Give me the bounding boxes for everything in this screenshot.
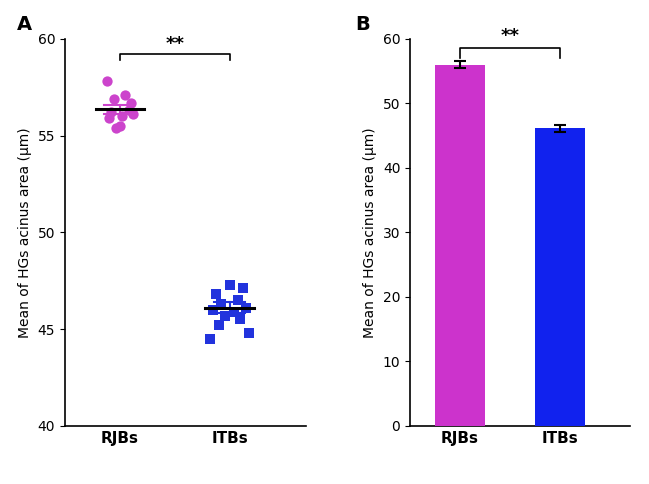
Text: **: ** bbox=[165, 35, 184, 53]
Point bbox=[128, 110, 138, 118]
Point bbox=[208, 306, 218, 314]
Text: B: B bbox=[355, 15, 370, 34]
Point bbox=[236, 316, 246, 323]
Point bbox=[215, 300, 226, 308]
Point bbox=[220, 312, 230, 319]
Text: A: A bbox=[17, 15, 32, 34]
Point bbox=[211, 290, 221, 298]
Point bbox=[123, 106, 134, 114]
Point bbox=[101, 77, 112, 85]
Point bbox=[241, 304, 251, 312]
Y-axis label: Mean of HGs acinus area (μm): Mean of HGs acinus area (μm) bbox=[18, 127, 32, 338]
Point bbox=[238, 285, 248, 292]
Point bbox=[125, 99, 136, 106]
Point bbox=[228, 308, 239, 316]
Point bbox=[109, 95, 119, 103]
Point bbox=[204, 335, 215, 343]
Point bbox=[104, 114, 114, 122]
Point bbox=[117, 112, 127, 120]
Point bbox=[244, 329, 254, 337]
Text: **: ** bbox=[500, 27, 519, 45]
Point bbox=[106, 108, 116, 116]
Point bbox=[225, 281, 235, 288]
Point bbox=[120, 91, 130, 99]
Point bbox=[214, 321, 224, 329]
Bar bbox=[435, 64, 485, 426]
Point bbox=[233, 296, 243, 304]
Y-axis label: Mean of HGs acinus area (μm): Mean of HGs acinus area (μm) bbox=[363, 127, 377, 338]
Point bbox=[115, 122, 125, 130]
Bar bbox=[535, 128, 585, 426]
Point bbox=[111, 124, 121, 132]
